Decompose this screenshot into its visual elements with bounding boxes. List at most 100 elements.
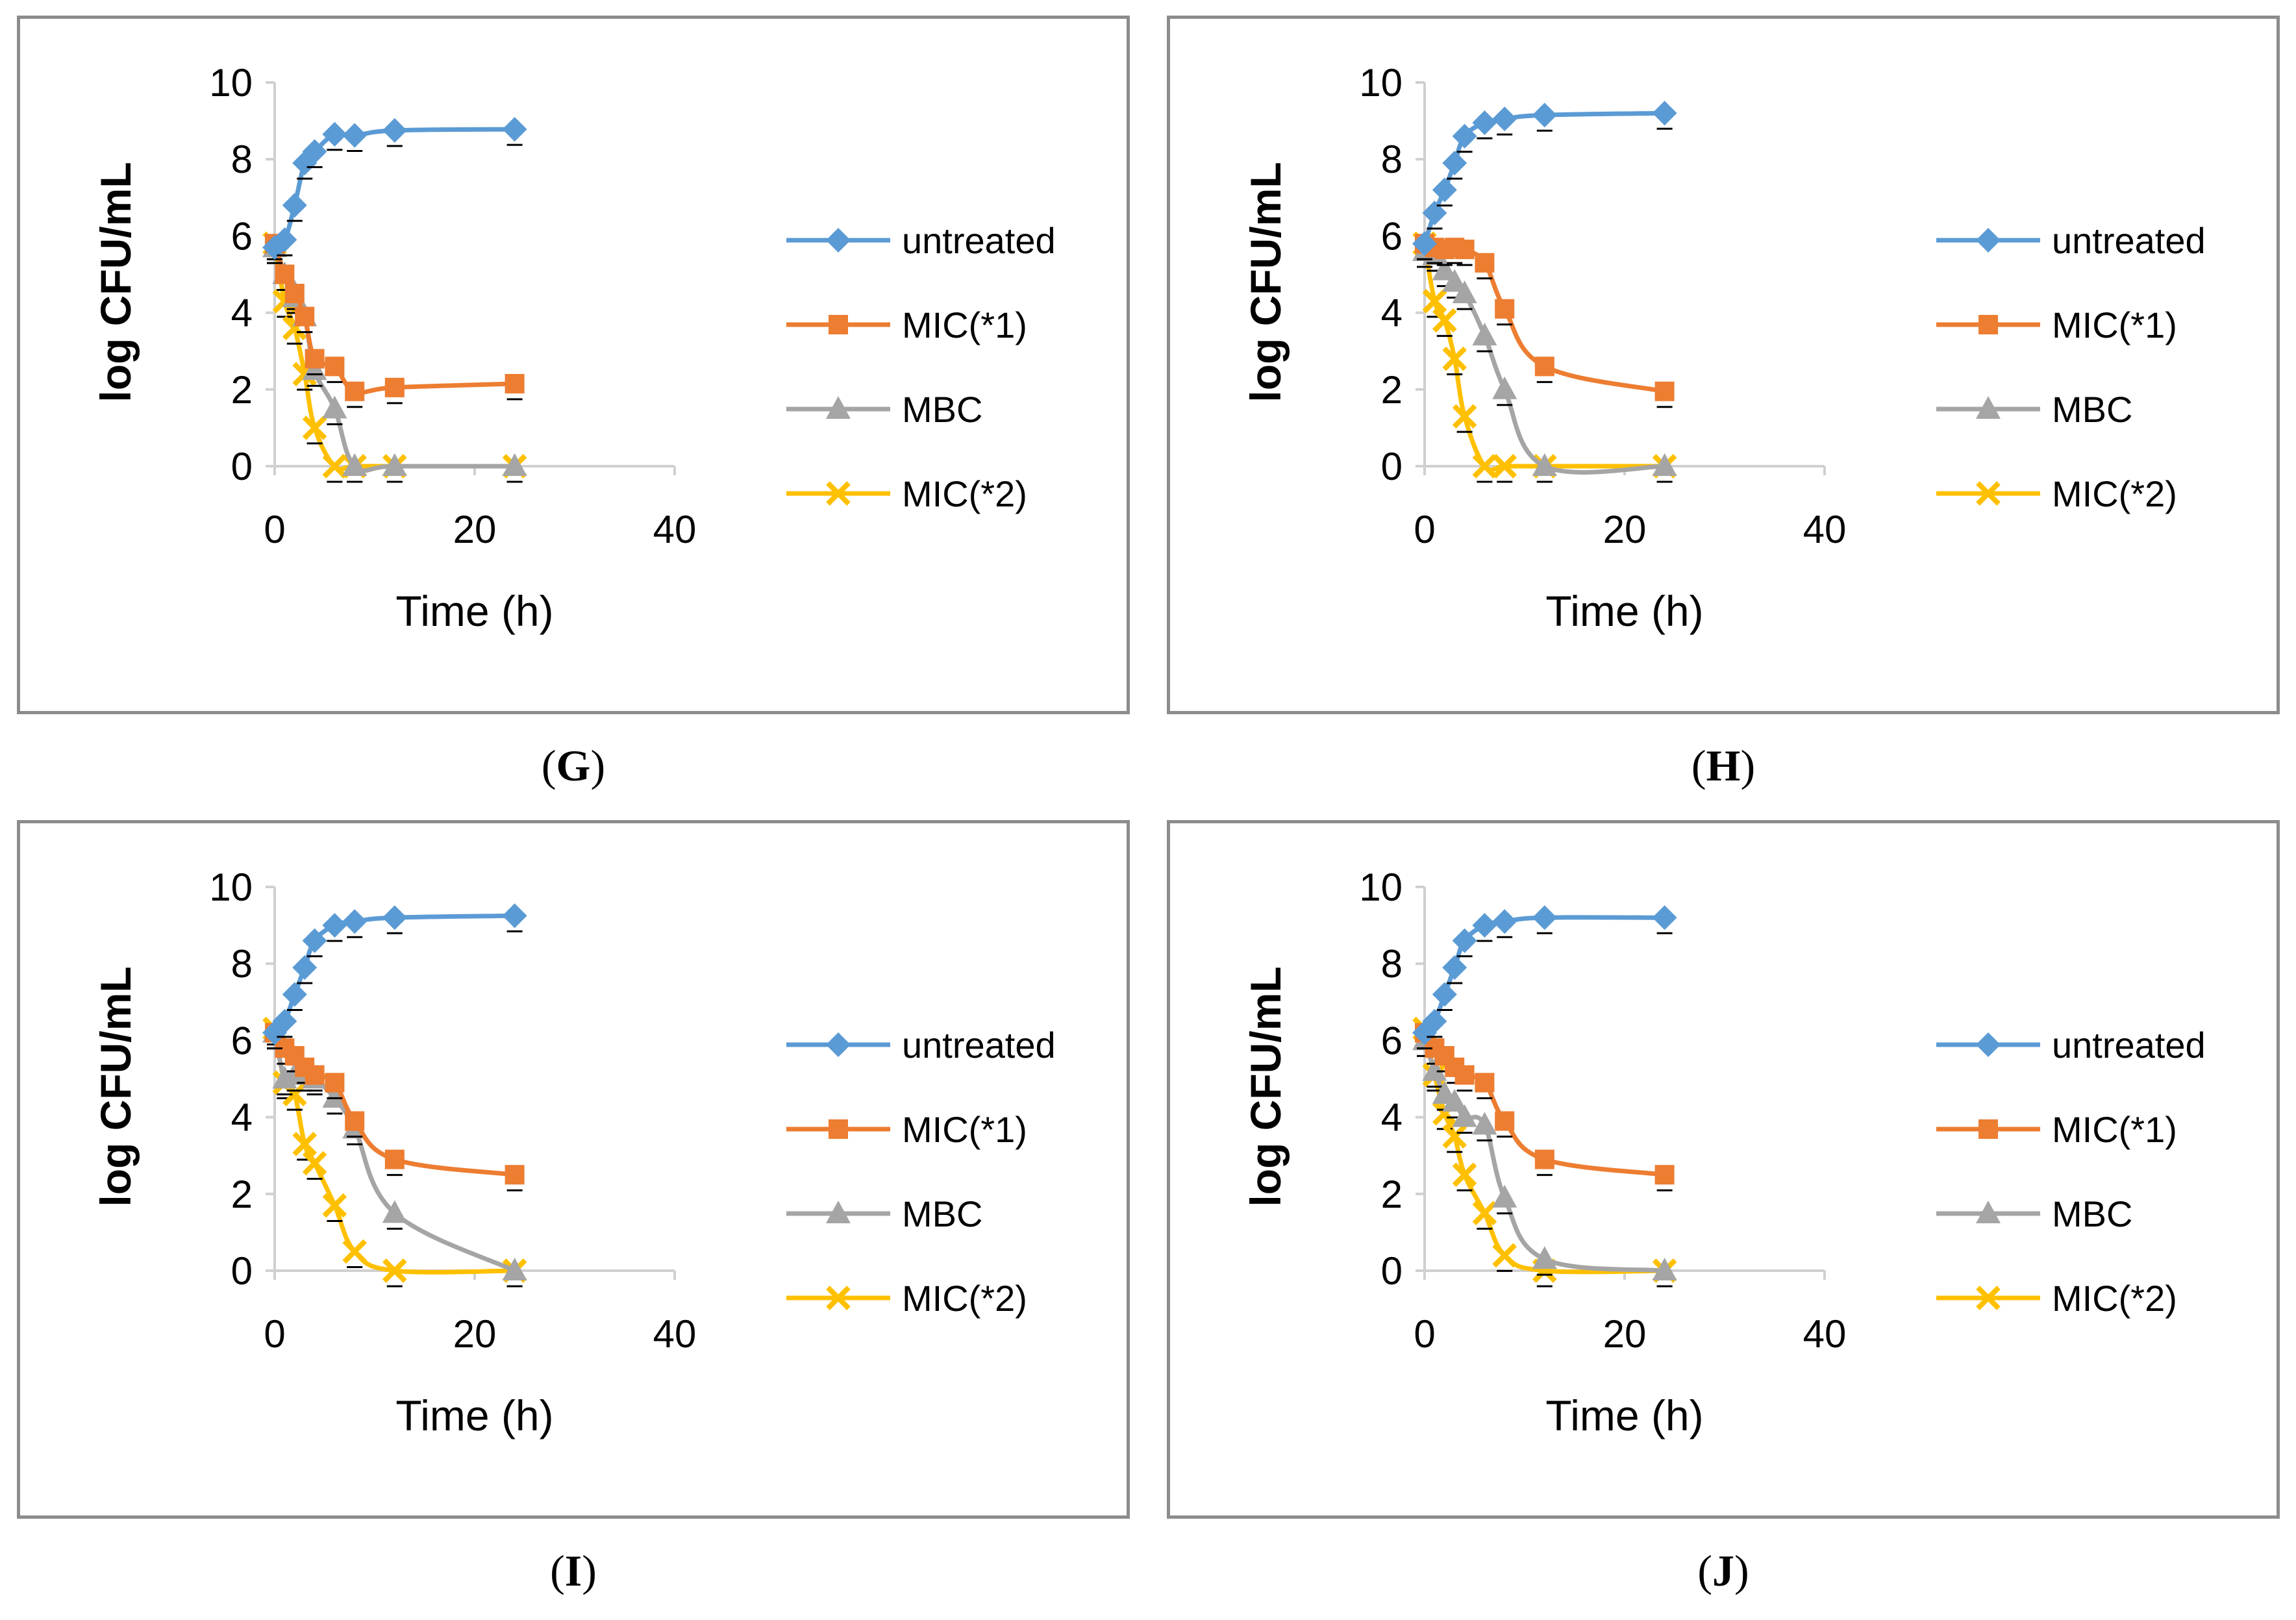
- legend-item: untreated: [786, 220, 1056, 261]
- series-untreated: [1412, 905, 1677, 1050]
- x-axis-title: Time (h): [1545, 1391, 1703, 1439]
- data-point: [284, 284, 305, 304]
- legend-label: MIC(*2): [902, 473, 1027, 514]
- data-point: [1432, 982, 1457, 1007]
- series-untreated: [262, 117, 527, 264]
- data-point: [325, 1073, 345, 1093]
- legend-marker: [1976, 228, 2001, 253]
- data-point: [505, 1165, 525, 1185]
- data-point: [342, 909, 368, 934]
- data-point: [1534, 356, 1554, 377]
- y-axis-title: log CFU/mL: [92, 966, 140, 1206]
- data-point: [502, 1258, 527, 1280]
- data-point: [1472, 323, 1497, 346]
- data-point: [1495, 299, 1515, 319]
- data-point: [325, 356, 345, 377]
- legend-marker: [826, 396, 851, 419]
- data-point: [302, 1151, 327, 1176]
- legend-item: untreated: [1936, 220, 2206, 261]
- data-point: [272, 1008, 297, 1034]
- data-point: [1652, 101, 1677, 126]
- legend-marker: [1978, 315, 1998, 334]
- y-tick-label: 0: [231, 445, 253, 488]
- data-point: [382, 1258, 407, 1283]
- y-tick-label: 4: [231, 292, 253, 335]
- y-tick-label: 10: [209, 866, 253, 909]
- data-point: [1442, 1124, 1467, 1149]
- data-point: [292, 955, 318, 980]
- caption-h: (H): [1691, 741, 1756, 790]
- data-point: [1492, 909, 1517, 934]
- x-axis-title: Time (h): [395, 587, 553, 635]
- x-tick-label: 0: [1414, 508, 1435, 551]
- legend-item: MBC: [1936, 389, 2132, 430]
- series-mic-2-: [1412, 1016, 1677, 1288]
- series-untreated: [262, 903, 527, 1050]
- data-point: [1654, 1165, 1675, 1185]
- y-tick-label: 4: [1381, 1096, 1403, 1140]
- legend-item: untreated: [786, 1025, 1056, 1065]
- legend-label: MIC(*2): [2052, 1278, 2177, 1319]
- data-point: [1454, 1065, 1475, 1085]
- y-tick-label: 0: [1381, 1249, 1403, 1293]
- legend-label: MIC(*1): [2052, 1109, 2177, 1150]
- y-tick-label: 8: [1381, 138, 1403, 181]
- data-point: [1534, 1149, 1554, 1169]
- y-tick-label: 0: [1381, 445, 1403, 488]
- legend-label: untreated: [902, 220, 1056, 261]
- data-point: [505, 373, 525, 393]
- legend-label: MBC: [2052, 389, 2132, 430]
- caption-i: (I): [550, 1546, 597, 1595]
- chart-panel-g: 0 2 4 6 8 10 0 20 40 Time (h) log CFU/mL untreated M…: [17, 16, 1130, 714]
- data-point: [322, 395, 347, 419]
- series-mic-1-: [265, 1023, 525, 1191]
- legend-item: MBC: [786, 389, 982, 430]
- data-point: [1442, 1088, 1467, 1112]
- data-point: [1492, 1184, 1517, 1208]
- data-point: [272, 227, 297, 253]
- data-point: [382, 453, 407, 476]
- data-point: [1452, 1162, 1477, 1188]
- data-point: [1492, 454, 1517, 479]
- y-tick-label: 2: [1381, 368, 1403, 412]
- data-point: [322, 454, 347, 479]
- legend-item: MIC(*2): [786, 473, 1027, 514]
- data-point: [1652, 905, 1677, 930]
- data-point: [1452, 123, 1477, 149]
- legend-marker: [1976, 1032, 2001, 1057]
- data-point: [1432, 308, 1457, 333]
- legend-item: MBC: [786, 1193, 982, 1234]
- legend-item: MIC(*2): [1936, 1278, 2177, 1319]
- legend-item: MIC(*2): [1936, 473, 2177, 514]
- data-point: [292, 1132, 318, 1156]
- y-tick-label: 2: [231, 368, 253, 412]
- data-point: [1452, 404, 1477, 429]
- data-point: [302, 416, 327, 440]
- data-point: [382, 905, 407, 930]
- series-mic-1-: [1415, 234, 1675, 408]
- x-tick-label: 20: [1603, 1312, 1647, 1356]
- y-tick-label: 8: [1381, 942, 1403, 986]
- legend-item: MIC(*1): [1936, 1109, 2177, 1150]
- x-tick-label: 0: [1414, 1312, 1435, 1356]
- caption-i-letter: I: [564, 1546, 582, 1595]
- x-axis-title: Time (h): [395, 1391, 553, 1439]
- x-tick-label: 40: [1803, 508, 1847, 551]
- data-point: [1442, 151, 1467, 176]
- caption-j-letter: J: [1712, 1546, 1734, 1595]
- y-tick-label: 4: [231, 1096, 253, 1140]
- legend-marker: [826, 481, 851, 506]
- x-tick-label: 0: [264, 1312, 285, 1356]
- chart-panel-i: 0 2 4 6 8 10 0 20 40 Time (h) log CFU/mL untreated M…: [17, 820, 1130, 1519]
- legend-label: untreated: [902, 1025, 1056, 1065]
- data-point: [384, 377, 405, 397]
- data-point: [1472, 1201, 1497, 1226]
- y-tick-label: 10: [209, 61, 253, 105]
- legend-label: MBC: [2052, 1193, 2132, 1234]
- series-untreated: [1412, 101, 1677, 260]
- series-mic-1-: [265, 234, 525, 408]
- y-tick-label: 6: [1381, 1019, 1403, 1062]
- data-point: [305, 349, 325, 369]
- x-tick-label: 20: [453, 1312, 497, 1356]
- y-tick-label: 8: [231, 942, 253, 986]
